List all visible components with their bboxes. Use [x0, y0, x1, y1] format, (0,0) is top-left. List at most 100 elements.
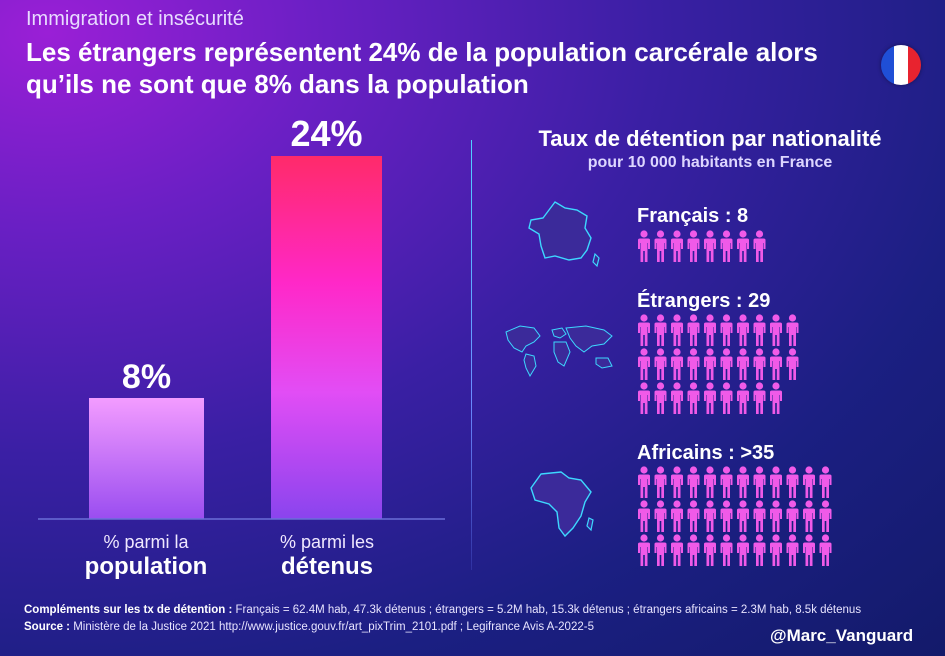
person-icon — [720, 348, 733, 380]
person-icon — [654, 466, 667, 498]
person-icon — [704, 466, 716, 498]
person-icon — [786, 314, 799, 346]
person-icon — [638, 466, 650, 498]
bar-chart: 8% 24% — [38, 113, 445, 520]
person-icon — [786, 534, 799, 566]
person-icon — [720, 534, 733, 566]
person-icon — [753, 500, 766, 532]
person-icon — [671, 466, 683, 498]
person-icon — [704, 500, 716, 532]
france-flag-icon — [881, 45, 921, 85]
person-icon — [654, 382, 667, 414]
person-icon — [753, 348, 766, 380]
person-icon — [819, 500, 832, 532]
person-icon — [770, 534, 782, 566]
person-icon — [687, 534, 700, 566]
person-icon — [654, 314, 667, 346]
person-icon — [638, 348, 650, 380]
people-francais — [638, 230, 766, 262]
people-etrangers — [638, 314, 799, 414]
person-icon — [638, 534, 650, 566]
footer-complements: Compléments sur les tx de détention : Fr… — [24, 604, 861, 616]
person-icon — [638, 500, 650, 532]
person-icon — [803, 466, 815, 498]
flag-red-stripe — [907, 45, 921, 85]
group-label-africains: Africains : >35 — [637, 442, 775, 464]
person-icon — [786, 348, 799, 380]
footer-source-text: Ministère de la Justice 2021 http://www.… — [73, 621, 594, 633]
category-label-line2: population — [84, 553, 208, 580]
person-icon — [671, 230, 683, 262]
person-icon — [753, 314, 766, 346]
bar-population — [89, 398, 204, 519]
person-icon — [720, 230, 733, 262]
group-label-francais: Français : 8 — [637, 205, 749, 227]
footer-complements-text: Français = 62.4M hab, 47.3k détenus ; ét… — [235, 604, 862, 616]
africa-map-icon — [530, 471, 594, 538]
person-icon — [704, 314, 716, 346]
footer-source: Source : Ministère de la Justice 2021 ht… — [24, 621, 594, 633]
detention-title: Taux de détention par nationalité — [538, 126, 882, 151]
category-label-line2: détenus — [280, 553, 373, 580]
person-icon — [654, 348, 667, 380]
person-icon — [720, 466, 733, 498]
person-icon — [671, 382, 683, 414]
bar-value-label: 24% — [290, 113, 362, 154]
person-icon — [737, 230, 749, 262]
category-label-line1: % parmi la — [103, 532, 189, 552]
person-icon — [803, 500, 815, 532]
section-divider — [471, 140, 472, 570]
person-icon — [704, 382, 716, 414]
person-icon — [753, 382, 766, 414]
person-icon — [753, 466, 766, 498]
person-icon — [687, 382, 700, 414]
person-icon — [819, 466, 832, 498]
person-icon — [753, 230, 766, 262]
person-icon — [753, 534, 766, 566]
person-icon — [770, 466, 782, 498]
person-icon — [737, 382, 749, 414]
flag-white-stripe — [894, 45, 908, 85]
person-icon — [687, 466, 700, 498]
person-icon — [720, 500, 733, 532]
person-icon — [720, 314, 733, 346]
person-icon — [819, 534, 832, 566]
footer-source-label: Source : — [24, 621, 71, 633]
person-icon — [654, 500, 667, 532]
person-icon — [671, 348, 683, 380]
person-icon — [638, 314, 650, 346]
person-icon — [786, 466, 799, 498]
bar-detenus — [271, 156, 382, 519]
flag-blue-stripe — [881, 45, 895, 85]
person-icon — [687, 348, 700, 380]
person-icon — [638, 382, 650, 414]
headline: Les étrangers représentent 24% de la pop… — [26, 37, 818, 99]
detention-subtitle: pour 10 000 habitants en France — [587, 154, 833, 171]
category-label: Immigration et insécurité — [26, 8, 244, 30]
person-icon — [704, 534, 716, 566]
category-label-population: % parmi la population — [56, 532, 236, 581]
person-icon — [737, 314, 749, 346]
category-label-line1: % parmi les — [279, 532, 375, 552]
person-icon — [704, 230, 716, 262]
world-map-icon — [505, 325, 613, 378]
person-icon — [720, 382, 733, 414]
france-map-icon — [528, 201, 600, 268]
bar-value-label: 8% — [122, 358, 171, 396]
category-label-detenus: % parmi les détenus — [237, 532, 417, 581]
person-icon — [770, 314, 782, 346]
person-icon — [770, 500, 782, 532]
person-icon — [786, 500, 799, 532]
person-icon — [671, 534, 683, 566]
footer-complements-label: Compléments sur les tx de détention : — [24, 604, 233, 616]
person-icon — [803, 534, 815, 566]
person-icon — [737, 534, 749, 566]
person-icon — [671, 500, 683, 532]
group-label-etrangers: Étrangers : 29 — [637, 290, 771, 312]
person-icon — [687, 230, 700, 262]
person-icon — [671, 314, 683, 346]
person-icon — [770, 382, 782, 414]
author-handle: @Marc_Vanguard — [770, 626, 914, 645]
person-icon — [654, 534, 667, 566]
person-icon — [737, 348, 749, 380]
